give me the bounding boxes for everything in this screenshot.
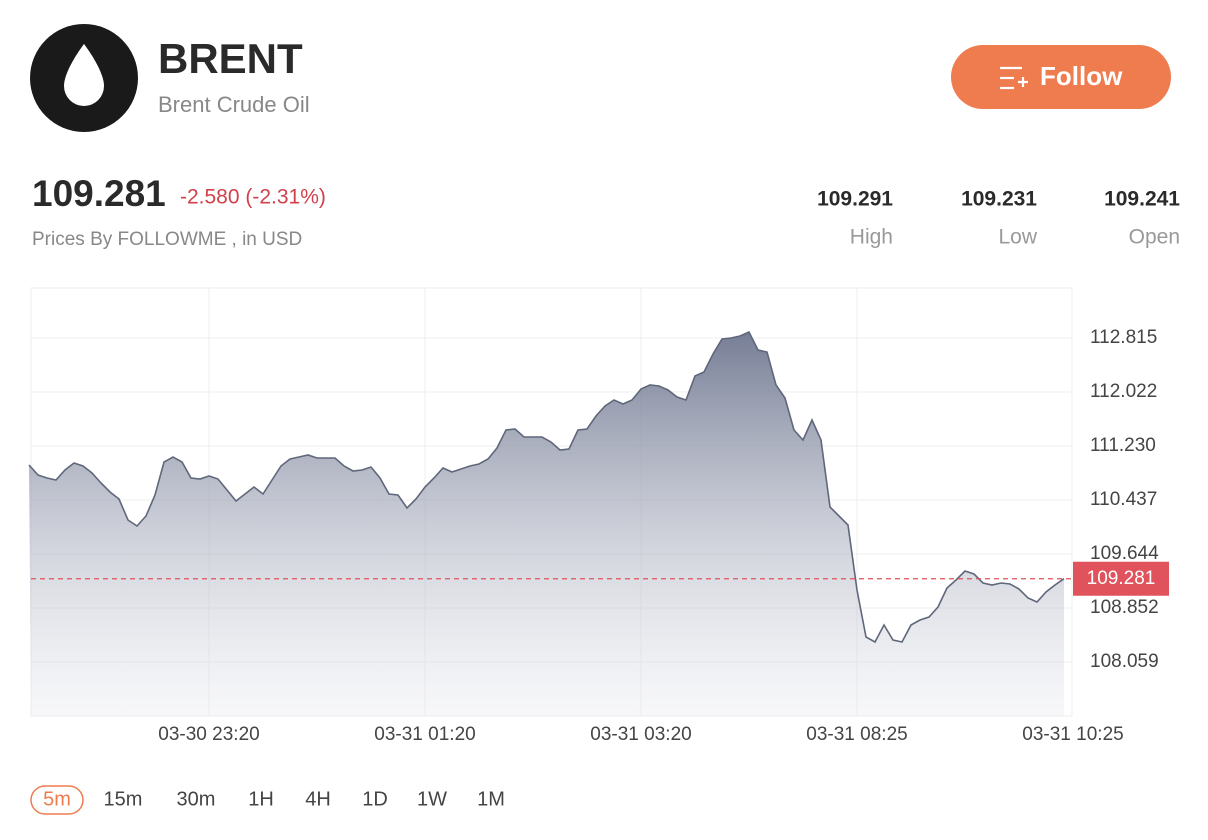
timeframe-option[interactable]: 1H	[248, 788, 274, 810]
drop-icon	[64, 44, 104, 106]
timeframe-option[interactable]: 15m	[104, 788, 143, 810]
stat-label: Low	[998, 226, 1037, 249]
plot	[28, 330, 1072, 716]
last-price-tag	[1073, 561, 1169, 596]
y-tick-label: 112.022	[1090, 381, 1157, 402]
stat-value: 109.241	[1104, 188, 1180, 211]
last-price-label: 109.281	[1087, 568, 1156, 589]
timeframe-option[interactable]: 1M	[477, 788, 505, 810]
price-change: -2.580 (-2.31%)	[180, 186, 326, 209]
x-tick-label: 03-31 01:20	[374, 724, 475, 745]
follow-bg[interactable]	[951, 45, 1171, 109]
timeframe-option[interactable]: 1W	[417, 788, 447, 810]
timeframe-selected[interactable]	[30, 785, 84, 815]
x-tick-label: 03-31 10:25	[1022, 724, 1123, 745]
timeframes: 5m 15m 30m 1H 4H 1D 1W 1M	[30, 785, 505, 815]
stat-label: High	[850, 226, 893, 249]
y-tick-label: 110.437	[1090, 489, 1157, 510]
price-source: Prices By FOLLOWME , in USD	[32, 229, 302, 250]
timeframe-option[interactable]: 1D	[362, 788, 388, 810]
symbol-name: Brent Crude Oil	[158, 92, 310, 117]
y-tick-label: 109.644	[1090, 543, 1159, 564]
x-tick-label: 03-31 08:25	[806, 724, 907, 745]
follow-button[interactable]: Follow	[951, 45, 1171, 109]
stat-label: Open	[1129, 226, 1180, 249]
price-line	[28, 330, 1065, 644]
timeframe-option[interactable]: 5m	[43, 788, 71, 810]
stat-value: 109.291	[817, 188, 893, 211]
y-tick-label: 112.815	[1090, 327, 1157, 348]
follow-icon	[1000, 66, 1028, 90]
stats: 109.291 High 109.231 Low 109.241 Open	[817, 188, 1180, 249]
symbol: BRENT	[158, 35, 303, 82]
y-tick-label: 108.059	[1090, 651, 1159, 672]
timeframe-option[interactable]: 4H	[305, 788, 331, 810]
timeframe-option[interactable]: 30m	[177, 788, 216, 810]
follow-label[interactable]: Follow	[1040, 61, 1123, 91]
x-tick-label: 03-31 03:20	[590, 724, 691, 745]
y-tick-label: 108.852	[1090, 597, 1159, 618]
price: 109.281	[32, 173, 166, 214]
y-tick-label: 111.230	[1090, 435, 1156, 456]
stat-value: 109.231	[961, 188, 1037, 211]
area-fill	[29, 332, 1064, 716]
x-tick-label: 03-30 23:20	[158, 724, 259, 745]
axes: 112.815 112.022 111.230 110.437 109.644 108.8…	[158, 327, 1169, 745]
